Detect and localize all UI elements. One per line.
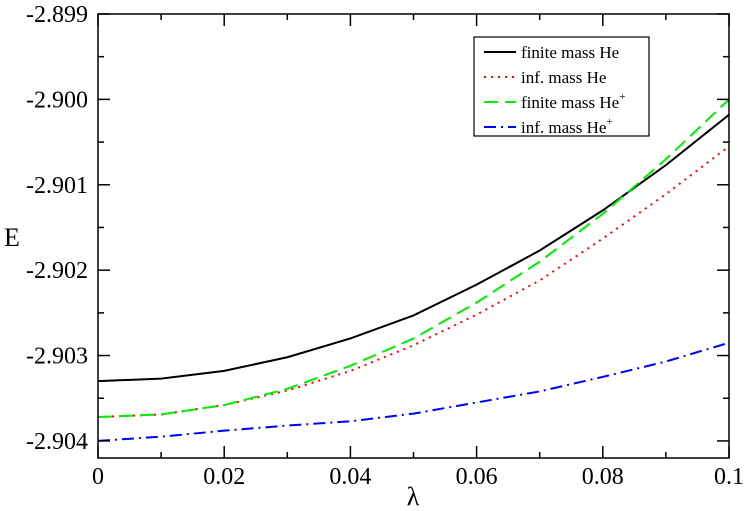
x-tick-label: 0.1 (714, 464, 744, 490)
y-tick-label: -2.899 (26, 2, 88, 28)
x-tick-label: 0.06 (456, 464, 498, 490)
legend-box (473, 36, 650, 137)
series-line-3 (97, 98, 730, 419)
legend-label-2: inf. mass He (521, 68, 606, 87)
y-tick-label: -2.900 (26, 87, 88, 113)
series-line-1 (97, 113, 730, 383)
y-tick-label: -2.903 (26, 344, 88, 370)
y-axis-title: E (4, 223, 20, 252)
plot-area (97, 98, 730, 442)
x-tick-label: 0.04 (329, 464, 371, 490)
legend-label-4: inf. mass He+ (521, 116, 613, 137)
x-tick-label: 0 (92, 464, 104, 490)
y-axis-ticks: -2.904 -2.903 -2.902 -2.901 -2.900 -2.899 (26, 2, 729, 455)
x-axis-ticks: 0 0.02 0.04 0.06 0.08 0.1 (92, 14, 744, 490)
x-tick-label: 0.02 (203, 464, 245, 490)
x-axis-title: λ (407, 482, 420, 511)
legend: finite mass He inf. mass He finite mass He… (473, 36, 650, 137)
legend-label-3: finite mass He+ (521, 91, 625, 112)
series-line-4 (97, 341, 730, 442)
y-tick-label: -2.904 (26, 429, 88, 455)
y-tick-label: -2.902 (26, 258, 88, 284)
legend-label-1: finite mass He (521, 43, 619, 62)
x-tick-label: 0.08 (582, 464, 624, 490)
y-tick-label: -2.901 (26, 173, 88, 199)
